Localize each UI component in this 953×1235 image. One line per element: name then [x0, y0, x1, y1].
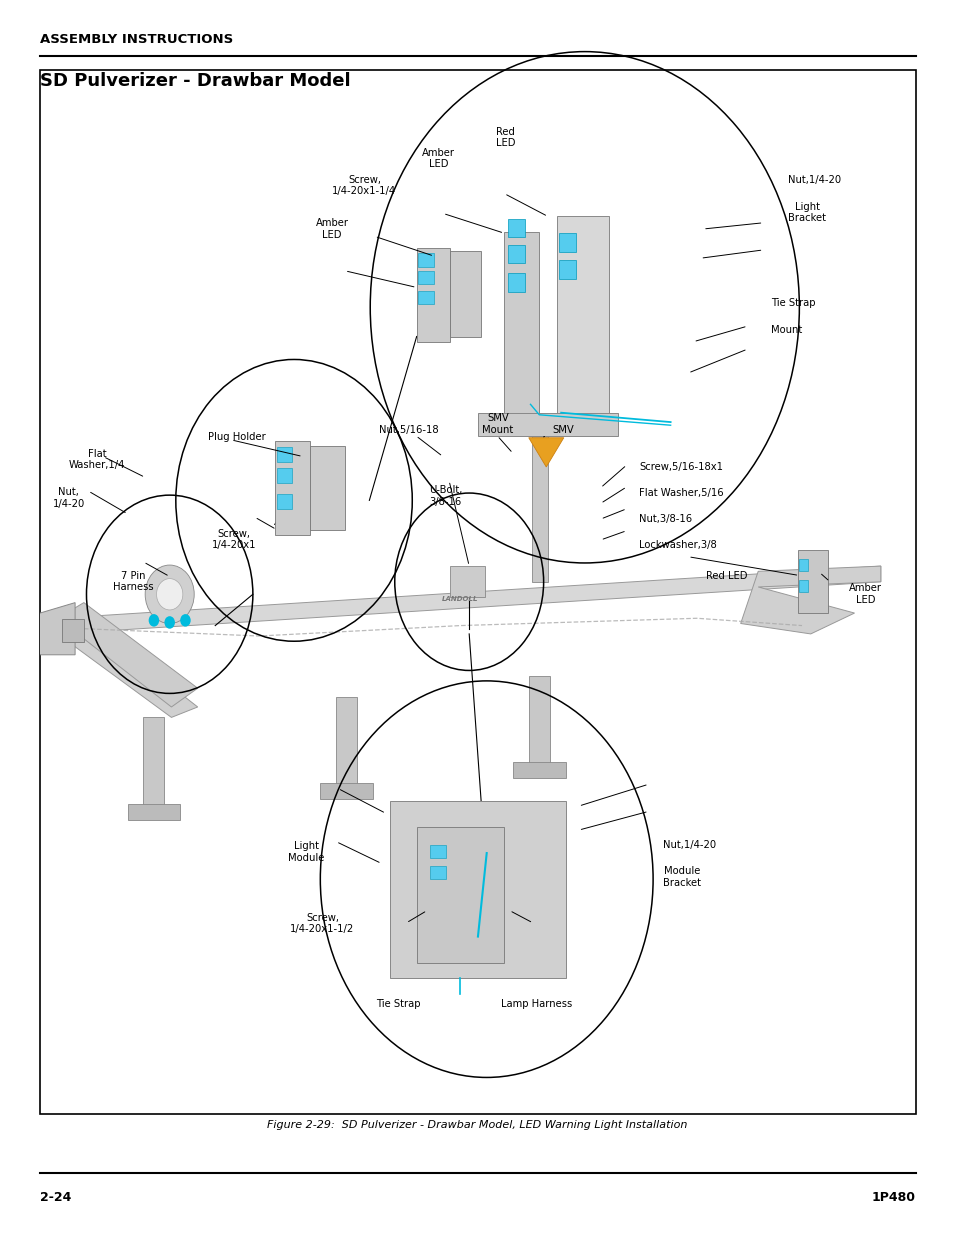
Bar — [418, 290, 434, 304]
Text: Screw,
1/4-20x1-1/4: Screw, 1/4-20x1-1/4 — [332, 175, 396, 196]
Text: Flat Washer,5/16: Flat Washer,5/16 — [639, 488, 723, 498]
Circle shape — [180, 614, 191, 626]
Polygon shape — [740, 566, 880, 634]
Bar — [507, 245, 525, 263]
Bar — [507, 219, 525, 237]
Bar — [335, 697, 356, 785]
Bar — [274, 441, 310, 535]
Circle shape — [156, 579, 183, 610]
Bar — [276, 447, 292, 462]
Bar — [430, 866, 445, 879]
Bar — [507, 273, 525, 291]
Bar — [513, 762, 565, 778]
Circle shape — [164, 616, 174, 629]
Bar — [128, 804, 180, 820]
Bar — [557, 216, 609, 425]
Bar — [504, 232, 538, 415]
Bar — [799, 579, 807, 593]
Bar — [797, 551, 827, 613]
Text: Nut,3/8-16: Nut,3/8-16 — [639, 514, 692, 524]
Circle shape — [145, 566, 194, 624]
Bar — [430, 845, 445, 858]
Bar — [390, 800, 565, 978]
Circle shape — [149, 614, 159, 626]
Polygon shape — [57, 603, 197, 706]
Bar — [276, 494, 292, 509]
Bar — [320, 783, 373, 799]
Text: Figure 2-29:  SD Pulverizer - Drawbar Model, LED Warning Light Installation: Figure 2-29: SD Pulverizer - Drawbar Mod… — [267, 1120, 686, 1130]
Text: Red
LED: Red LED — [496, 127, 515, 148]
Text: SD Pulverizer - Drawbar Model: SD Pulverizer - Drawbar Model — [40, 72, 351, 90]
Text: Module
Bracket: Module Bracket — [662, 866, 700, 888]
Text: SMV: SMV — [552, 425, 574, 435]
Bar — [418, 270, 434, 284]
Text: Red LED: Red LED — [705, 571, 747, 580]
Text: Flat
Washer,1/4: Flat Washer,1/4 — [69, 448, 125, 471]
Polygon shape — [23, 603, 75, 655]
Text: ASSEMBLY INSTRUCTIONS: ASSEMBLY INSTRUCTIONS — [40, 32, 233, 46]
Text: Amber
LED: Amber LED — [422, 148, 455, 169]
Bar — [558, 233, 576, 252]
Text: 7 Pin
Harness: 7 Pin Harness — [112, 571, 153, 593]
Polygon shape — [57, 619, 197, 718]
Bar — [450, 251, 480, 336]
Text: U-Bolt,
3/8-16: U-Bolt, 3/8-16 — [429, 485, 461, 506]
Bar — [416, 827, 504, 962]
Text: Plug Holder: Plug Holder — [208, 432, 266, 442]
Text: Tie Strap: Tie Strap — [770, 298, 815, 308]
Bar — [416, 248, 450, 342]
Text: Tie Strap: Tie Strap — [376, 999, 420, 1009]
Bar — [276, 468, 292, 483]
Text: Mount: Mount — [770, 325, 801, 335]
Text: LANDOLL: LANDOLL — [442, 597, 478, 603]
Text: SMV
Mount: SMV Mount — [482, 414, 513, 435]
Bar — [558, 261, 576, 279]
Bar — [450, 566, 484, 598]
Bar — [532, 436, 547, 582]
Text: Screw,5/16-18x1: Screw,5/16-18x1 — [639, 462, 722, 472]
Text: Nut,
1/4-20: Nut, 1/4-20 — [52, 487, 85, 509]
Text: Nut,5/16-18: Nut,5/16-18 — [379, 425, 438, 435]
Text: Lockwasher,3/8: Lockwasher,3/8 — [639, 540, 716, 550]
Polygon shape — [57, 566, 880, 634]
Text: Nut,1/4-20: Nut,1/4-20 — [662, 840, 716, 850]
Text: 2-24: 2-24 — [40, 1192, 71, 1204]
Polygon shape — [528, 437, 563, 467]
Bar — [310, 446, 344, 530]
Text: Screw,
1/4-20x1: Screw, 1/4-20x1 — [212, 529, 255, 550]
Text: Nut,1/4-20: Nut,1/4-20 — [787, 175, 841, 185]
Bar — [528, 676, 549, 764]
Text: Light
Module: Light Module — [288, 841, 324, 863]
Bar — [477, 412, 618, 436]
Text: Amber
LED: Amber LED — [848, 583, 882, 605]
Text: Screw,
1/4-20x1-1/2: Screw, 1/4-20x1-1/2 — [290, 913, 355, 934]
Bar — [62, 619, 84, 642]
Text: Amber
LED: Amber LED — [315, 219, 348, 240]
Text: 1P480: 1P480 — [871, 1192, 915, 1204]
Bar — [143, 718, 164, 806]
Text: Light
Bracket: Light Bracket — [787, 201, 825, 224]
Bar — [40, 70, 915, 1114]
Text: Lamp Harness: Lamp Harness — [501, 999, 572, 1009]
Bar — [418, 253, 434, 267]
Bar — [799, 558, 807, 572]
